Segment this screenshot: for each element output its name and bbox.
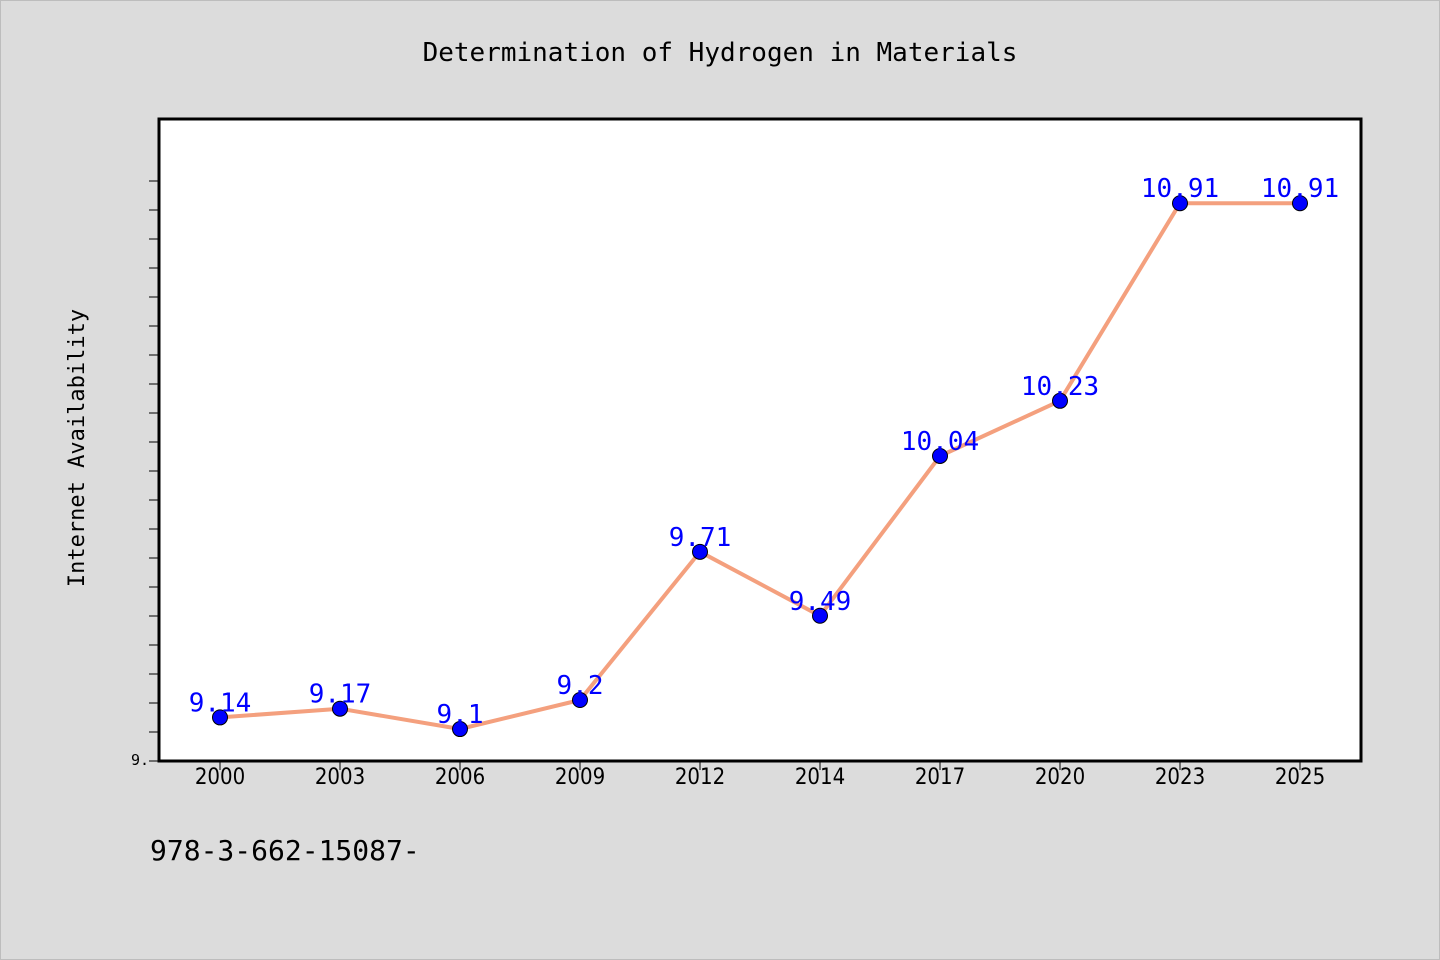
chart-title: Determination of Hydrogen in Materials — [423, 38, 1018, 68]
data-label: 9.49 — [789, 587, 852, 617]
data-label: 10.91 — [1141, 174, 1219, 204]
data-label: 9.17 — [309, 680, 372, 710]
data-label: 10.23 — [1021, 372, 1099, 402]
x-tick-label: 2006 — [435, 765, 485, 790]
data-point — [932, 447, 948, 464]
data-label: 10.04 — [901, 427, 979, 457]
y-axis-label: Internet Availability — [65, 309, 90, 587]
x-tick-label: 2009 — [555, 765, 605, 790]
x-tick-label: 2025 — [1275, 765, 1325, 790]
footer-isbn-text: 978-3-662-15087- — [150, 834, 420, 867]
data-point — [812, 607, 828, 624]
data-label: 9.14 — [189, 688, 252, 718]
data-point — [452, 721, 468, 738]
x-tick-label: 2003 — [315, 765, 365, 790]
series-line — [219, 201, 1300, 731]
data-point — [1052, 392, 1068, 409]
plot-area — [157, 117, 1363, 763]
x-tick-label: 2023 — [1155, 765, 1205, 790]
data-point — [1172, 195, 1188, 212]
data-label: 9.1 — [437, 700, 484, 730]
data-label: 10.91 — [1261, 174, 1339, 204]
y-tick-label: 9. — [131, 751, 149, 769]
x-axis-ticks: 2000 2003 2006 2009 2012 2014 2017 2020 2023 2025 — [195, 761, 1325, 790]
x-tick-label: 2020 — [1035, 765, 1085, 790]
data-markers — [212, 195, 1308, 738]
data-point — [572, 691, 588, 708]
data-point — [212, 709, 228, 726]
x-tick-label: 2017 — [915, 765, 965, 790]
data-point — [332, 700, 348, 717]
data-labels: 9.14 9.17 9.1 9.2 9.71 9.49 10.04 10.23 10.91 10.… — [189, 174, 1339, 730]
data-point — [1292, 195, 1308, 212]
data-label: 9.2 — [557, 671, 604, 701]
x-tick-label: 2014 — [795, 765, 845, 790]
y-axis-ticks: 9. — [131, 180, 159, 769]
data-label: 9.71 — [669, 523, 732, 553]
data-point — [692, 543, 708, 560]
x-tick-label: 2012 — [675, 765, 725, 790]
x-tick-label: 2000 — [195, 765, 245, 790]
